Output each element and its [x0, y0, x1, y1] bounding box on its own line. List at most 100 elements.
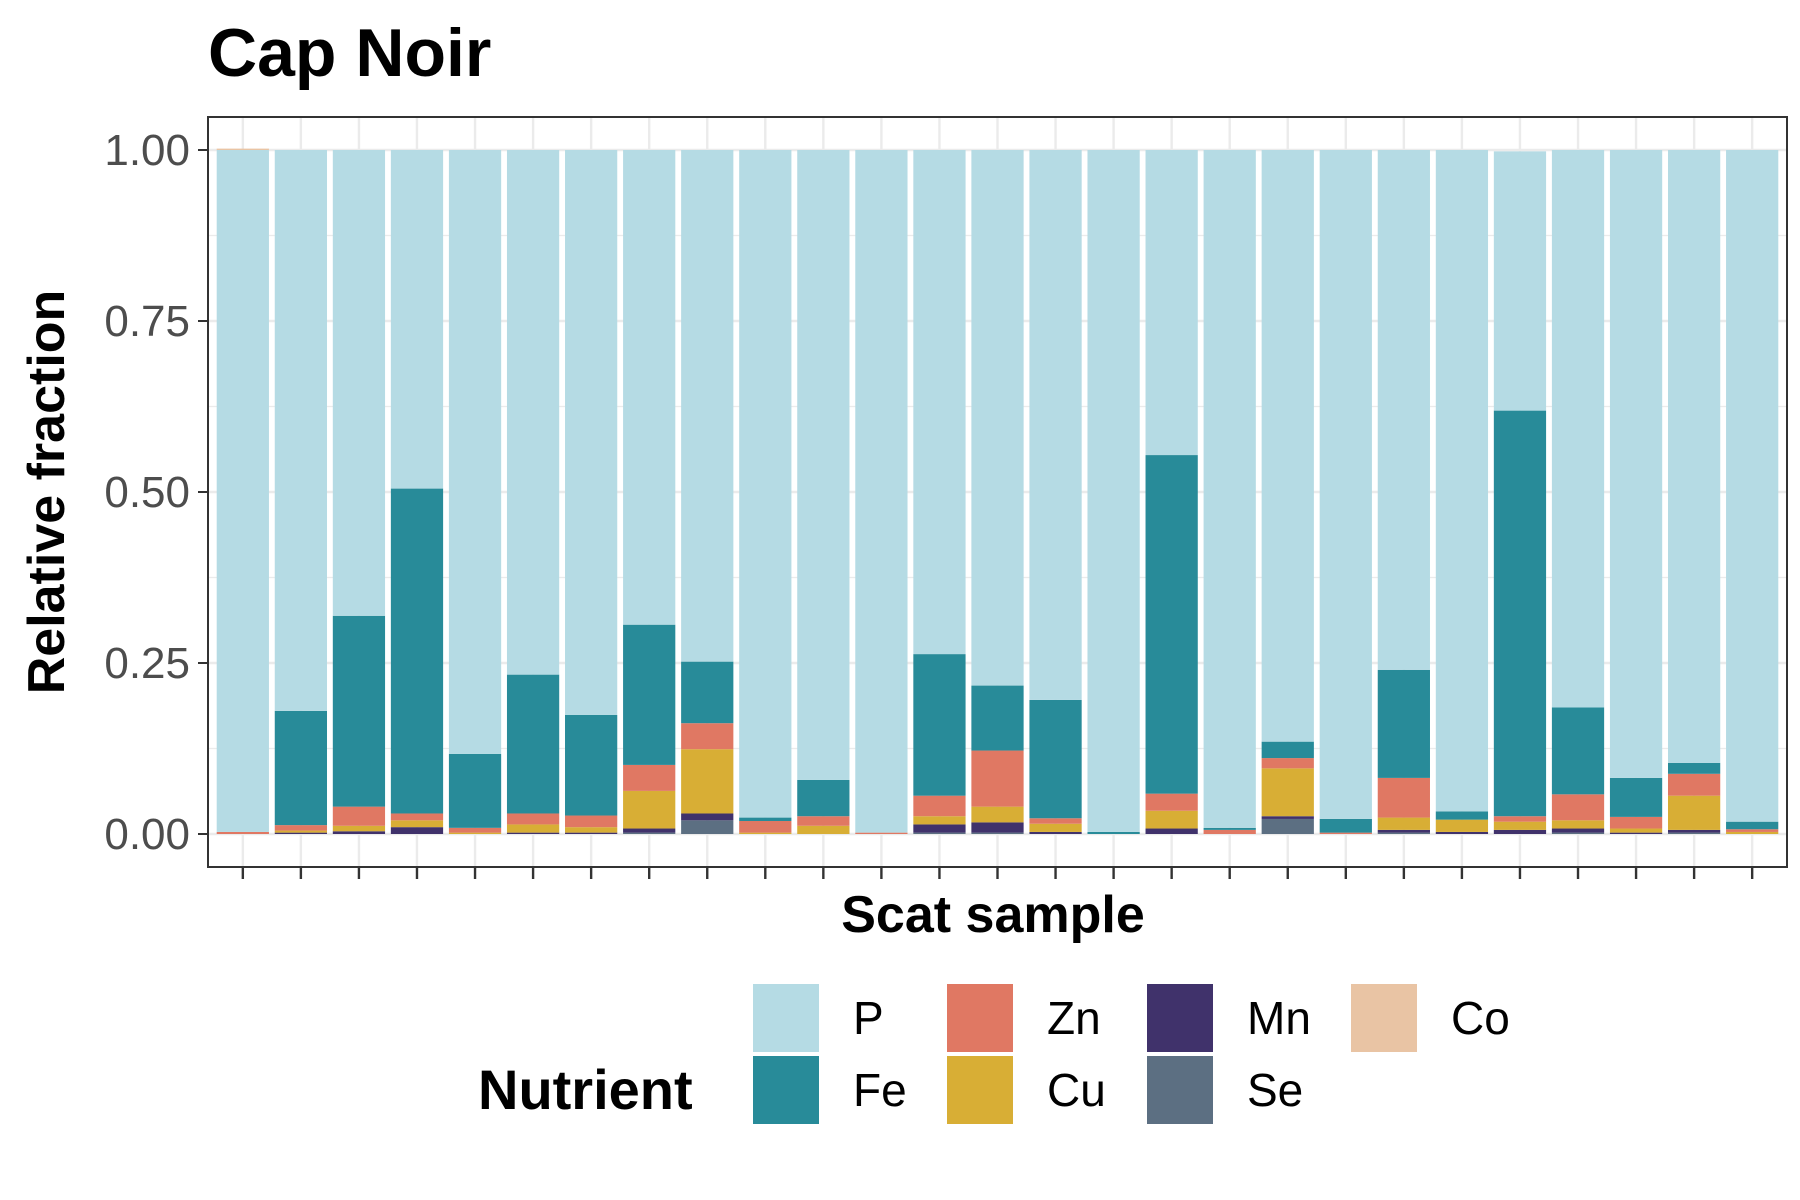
bar-segment-cu: [1493, 821, 1547, 830]
bar-segment-cu: [1029, 823, 1082, 832]
bar-segment-zn: [855, 832, 908, 834]
bar-segment-cu: [971, 806, 1024, 823]
bar-segment-zn: [1319, 832, 1372, 834]
legend-label-zn: Zn: [1047, 992, 1101, 1044]
bar-segment-zn: [1203, 829, 1256, 834]
bar-segment-p: [1145, 150, 1198, 456]
bar-segment-se: [913, 832, 966, 834]
bar-segment-se: [1261, 818, 1314, 834]
bar-segment-cu: [565, 827, 618, 833]
x-axis: [241, 867, 1754, 879]
bar-segment-p: [1726, 150, 1779, 822]
bar-segment-mn: [390, 827, 444, 834]
bar-segment-cu: [1667, 795, 1721, 830]
bar-segment-cu: [913, 816, 966, 825]
bar-segment-cu: [739, 832, 792, 834]
legend: Nutrient P Fe Zn Cu Mn Se Co: [478, 984, 1510, 1124]
bar-segment-p: [1261, 150, 1314, 742]
bar-segment-zn: [1726, 829, 1779, 832]
bar-segment-se: [1551, 832, 1605, 834]
bar-segment-fe: [1551, 707, 1605, 795]
bar-segment-fe: [1145, 455, 1198, 794]
bar-segment-zn: [1667, 773, 1721, 796]
bar-segment-fe: [1726, 821, 1779, 830]
bar-segment-mn: [913, 824, 966, 833]
bar-segment-zn: [1377, 777, 1430, 818]
bar-segment-p: [565, 150, 618, 715]
bar-segment-mn: [1493, 829, 1547, 834]
bar-segment-fe: [274, 710, 328, 826]
bar-segment-mn: [681, 813, 734, 821]
bar-segment-mn: [1551, 828, 1605, 833]
bar-segment-p: [448, 150, 502, 754]
bar-segment-fe: [390, 488, 444, 814]
bar-segment-zn: [913, 795, 966, 817]
bar-segment-fe: [1319, 818, 1372, 833]
bar-segment-p: [1203, 150, 1256, 828]
bar-segment-fe: [332, 615, 386, 807]
bar-segment-fe: [1609, 777, 1663, 817]
bar-segment-fe: [971, 685, 1024, 751]
bar-segment-mn: [274, 832, 328, 834]
bar-segment-p: [797, 150, 850, 780]
x-axis-title: Scat sample: [841, 886, 1145, 944]
bar-segment-cu: [1261, 768, 1314, 817]
bar-segment-cu: [681, 749, 734, 814]
bar-segment-zn: [797, 816, 850, 826]
bar-segment-cu: [1609, 828, 1663, 833]
bar-segment-p: [1609, 150, 1663, 778]
bar-segment-p: [216, 150, 269, 832]
bar-segment-cu: [448, 832, 502, 834]
bar-segment-mn: [1377, 829, 1430, 833]
legend-key-zn: [947, 984, 1013, 1052]
bar-segment-p: [1493, 151, 1547, 411]
bar-segment-cu: [332, 825, 386, 832]
y-tick-label: 1.00: [104, 126, 190, 175]
bar-segment-p: [739, 150, 792, 818]
bar-segment-zn: [971, 750, 1024, 807]
bar-segment-cu: [274, 830, 328, 833]
bar-segment-fe: [1087, 831, 1140, 834]
legend-key-mn: [1147, 984, 1213, 1052]
bar-segment-cu: [1435, 819, 1489, 832]
bar-segment-se: [1667, 832, 1721, 834]
bar-segment-mn: [1029, 831, 1082, 834]
bar-segment-p: [681, 150, 734, 662]
bar-segment-cu: [1145, 810, 1198, 829]
bar-segment-p: [1087, 150, 1140, 832]
bar-segment-co: [216, 148, 269, 150]
bar-segment-p: [1551, 150, 1605, 708]
bar-segment-zn: [681, 723, 734, 750]
bar-segment-cu: [1726, 831, 1779, 834]
legend-key-co: [1351, 984, 1417, 1052]
bar-segment-fe: [1261, 741, 1314, 759]
bar-segments: [216, 148, 1779, 834]
y-tick-label: 0.25: [104, 639, 190, 688]
bar-segment-mn: [623, 828, 676, 833]
bar-segment-zn: [1145, 793, 1198, 811]
y-tick-label: 0.00: [104, 810, 190, 859]
bar-segment-fe: [913, 654, 966, 796]
bar-segment-zn: [390, 813, 444, 821]
bar-segment-zn: [565, 815, 618, 828]
y-axis-title: Relative fraction: [18, 290, 76, 695]
bar-segment-mn: [1609, 832, 1663, 834]
bar-segment-zn: [448, 827, 502, 833]
bar-segment-zn: [739, 821, 792, 833]
bar-segment-se: [971, 832, 1024, 834]
bar-segment-zn: [506, 813, 560, 825]
bar-segment-cu: [1551, 820, 1605, 829]
bar-segment-zn: [1029, 818, 1082, 824]
bar-segment-fe: [739, 817, 792, 822]
bar-segment-cu: [623, 790, 676, 829]
bar-segment-fe: [565, 714, 618, 816]
bar-segment-cu: [797, 825, 850, 834]
legend-label-fe: Fe: [853, 1064, 907, 1116]
bar-segment-fe: [1029, 699, 1082, 819]
bar-segment-zn: [1551, 794, 1605, 821]
legend-key-p: [753, 984, 819, 1052]
bar-segment-mn: [971, 822, 1024, 833]
bar-segment-mn: [565, 832, 618, 834]
bar-segment-mn: [1261, 816, 1314, 819]
